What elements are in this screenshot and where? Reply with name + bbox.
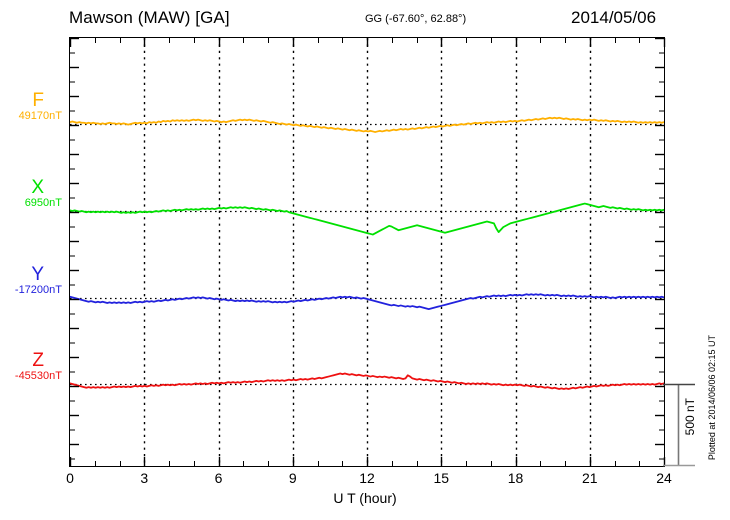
- x-axis-tick-label: 9: [288, 470, 297, 486]
- component-baseline-x: 6950nT: [24, 197, 62, 209]
- component-name-f: F: [32, 90, 44, 111]
- component-label-f: F 49170nT: [0, 91, 66, 123]
- x-axis-tick-label: 18: [507, 470, 524, 486]
- x-axis-tick-label: 15: [433, 470, 450, 486]
- page-title: Mawson (MAW) [GA]: [69, 8, 230, 27]
- component-baseline-f: 49170nT: [18, 110, 62, 122]
- geographic-coordinates: GG (-67.60°, 62.88°): [365, 13, 467, 25]
- x-axis-tick-label: 6: [214, 470, 223, 486]
- component-name-y: Y: [31, 264, 44, 285]
- component-name-z: Z: [32, 350, 44, 371]
- component-label-x: X 6950nT: [0, 178, 66, 210]
- trace-f: [70, 116, 664, 133]
- x-axis-title: U T (hour): [333, 490, 397, 506]
- component-name-x: X: [31, 177, 44, 198]
- x-axis-tick-label: 21: [581, 470, 598, 486]
- x-axis-tick-label: 3: [140, 470, 149, 486]
- trace-x: [70, 202, 664, 236]
- plot-area: [70, 38, 664, 466]
- plot-frame: [69, 37, 665, 467]
- x-axis-tick-label: 12: [359, 470, 375, 486]
- component-label-z: Z -45530nT: [0, 351, 66, 383]
- x-axis-tick-label: 0: [66, 470, 74, 486]
- trace-y: [70, 293, 664, 311]
- observation-date: 2014/05/06: [571, 8, 657, 27]
- x-axis-tick-label: 24: [656, 470, 672, 486]
- component-baseline-z: -45530nT: [14, 370, 62, 382]
- magnetogram-canvas: [70, 38, 664, 466]
- component-baseline-y: -17200nT: [14, 284, 62, 296]
- trace-z: [70, 372, 664, 390]
- component-label-y: Y -17200nT: [0, 265, 66, 297]
